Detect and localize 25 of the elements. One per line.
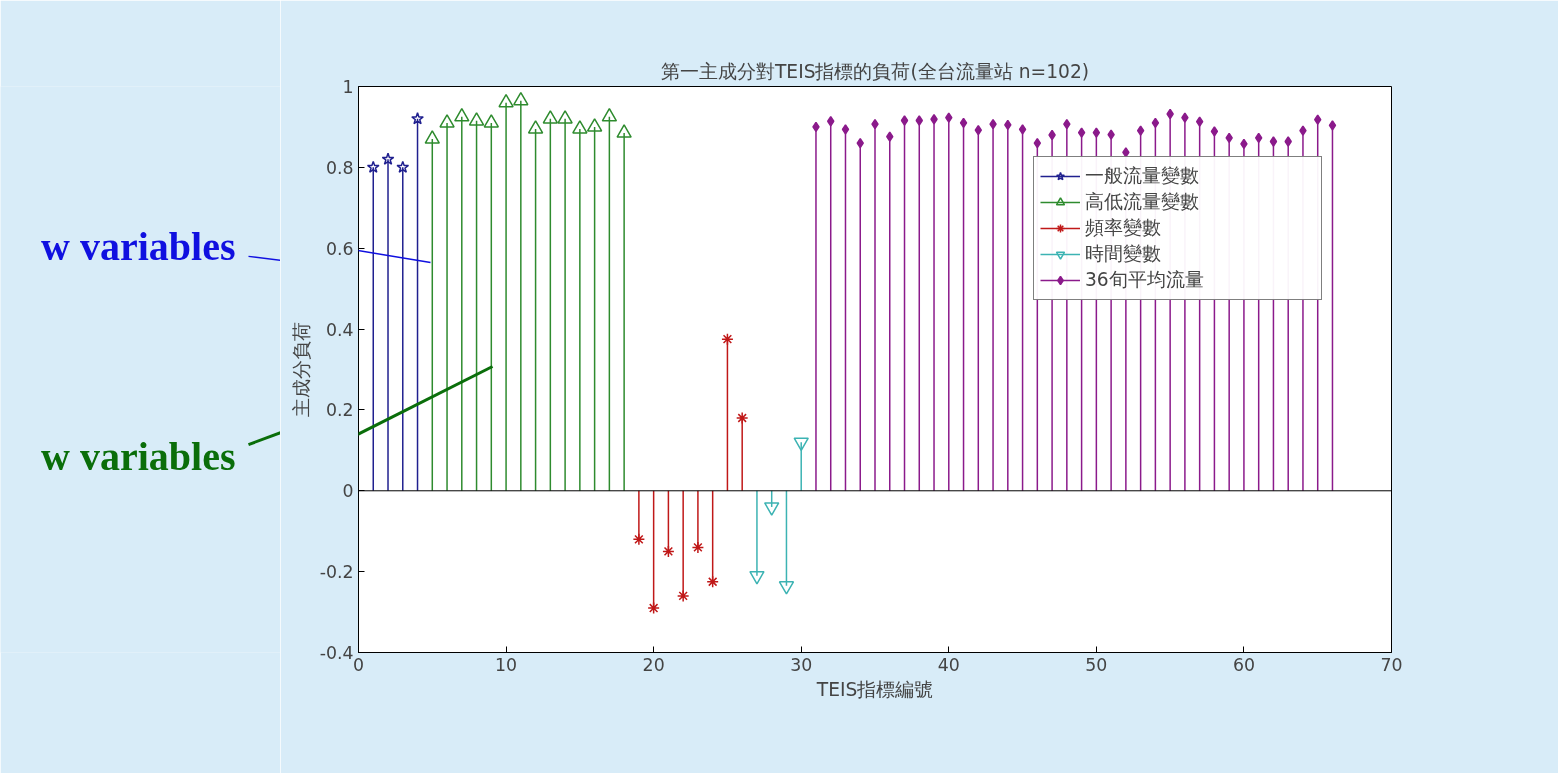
legend-label: 頻率變數 xyxy=(1085,216,1162,240)
y-tick-label: 0.6 xyxy=(325,238,354,259)
y-axis-title: 主成分負荷 xyxy=(290,322,312,417)
y-tick-label: 0.4 xyxy=(325,319,354,340)
x-tick-label: 10 xyxy=(495,654,518,675)
y-tick-label: -0.4 xyxy=(319,643,354,663)
chart-title: 第一主成分對TEIS指標的負荷(全台流量站 n=102) xyxy=(660,60,1090,82)
x-tick-label: 70 xyxy=(1380,654,1403,675)
legend-label: 時間變數 xyxy=(1085,242,1162,266)
x-tick-label: 20 xyxy=(642,654,665,675)
y-tick-label: -0.2 xyxy=(319,562,354,583)
x-tick-label: 30 xyxy=(790,654,813,675)
text: w variables xyxy=(41,223,236,269)
legend-label: 36旬平均流量 xyxy=(1085,268,1205,292)
legend-label: 高低流量變數 xyxy=(1085,190,1200,214)
legend-label: 一般流量變數 xyxy=(1085,164,1200,188)
y-tick-label: 0.2 xyxy=(325,400,354,421)
y-tick-label: 0 xyxy=(342,481,354,502)
text: w variables xyxy=(41,433,236,479)
x-tick-label: 40 xyxy=(937,654,960,675)
x-tick-label: 60 xyxy=(1232,654,1255,675)
x-tick-label: 50 xyxy=(1085,654,1108,675)
y-tick-label: 0.8 xyxy=(325,157,354,178)
y-tick-label: 1 xyxy=(342,77,354,97)
x-axis-title: TEIS指標編號 xyxy=(815,678,934,700)
